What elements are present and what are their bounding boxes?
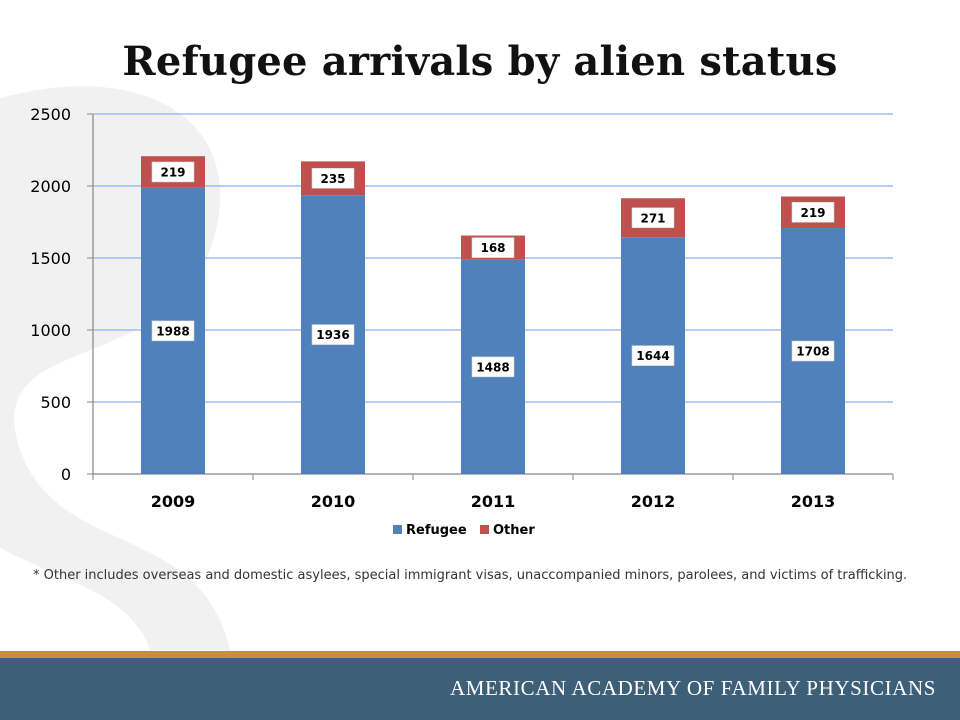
legend-label-other: Other	[493, 523, 535, 538]
footer-gold-stripe	[0, 651, 960, 658]
data-label: 219	[800, 206, 825, 220]
data-label: 235	[320, 172, 345, 186]
slide-title: Refugee arrivals by alien status	[122, 38, 838, 85]
data-label-box	[151, 161, 195, 183]
data-label-box	[311, 167, 355, 189]
y-tick-label: 2000	[30, 177, 71, 196]
data-label: 1644	[636, 349, 669, 363]
data-label: 168	[480, 241, 505, 255]
footnote: * Other includes overseas and domestic a…	[33, 568, 908, 583]
footer-bar	[0, 658, 960, 720]
x-tick-label: 2010	[311, 492, 356, 511]
data-label-box	[791, 340, 835, 362]
data-label-box	[631, 207, 675, 229]
y-tick-label: 1500	[30, 249, 71, 268]
axes: 0 500 1000 1500 2000 2500 2009 2010 2011 2012 2013	[30, 105, 894, 511]
data-label-box	[311, 324, 355, 345]
data-labels: 1988 219 1936 235 1488 168 1644 271 1708 219	[151, 161, 835, 378]
data-label-box	[471, 356, 515, 378]
data-label-box	[791, 201, 835, 223]
data-label: 1988	[156, 324, 189, 338]
y-tick-label: 1000	[30, 321, 71, 340]
x-tick-label: 2013	[791, 492, 836, 511]
organization-name: AMERICAN ACADEMY OF FAMILY PHYSICIANS	[449, 676, 936, 700]
legend: Refugee Other	[393, 523, 535, 538]
bars	[141, 156, 845, 474]
x-tick-label: 2011	[471, 492, 516, 511]
data-label: 219	[160, 165, 185, 179]
x-tick-label: 2012	[631, 492, 676, 511]
data-label: 1708	[796, 345, 829, 359]
data-label: 1936	[316, 328, 349, 342]
legend-swatch-other	[480, 525, 489, 534]
stacked-bar-chart: 0 500 1000 1500 2000 2500 2009 2010 2011 2012 2013…	[30, 105, 894, 538]
data-label-box	[631, 345, 675, 366]
legend-label-refugee: Refugee	[406, 523, 467, 538]
data-label: 1488	[476, 360, 509, 374]
data-label: 271	[640, 211, 665, 225]
data-label-box	[471, 237, 515, 258]
legend-swatch-refugee	[393, 525, 402, 534]
data-label-box	[151, 320, 195, 342]
x-tick-label: 2009	[151, 492, 196, 511]
y-tick-label: 500	[40, 393, 71, 412]
y-tick-label: 2500	[30, 105, 71, 124]
y-tick-label: 0	[61, 465, 71, 484]
